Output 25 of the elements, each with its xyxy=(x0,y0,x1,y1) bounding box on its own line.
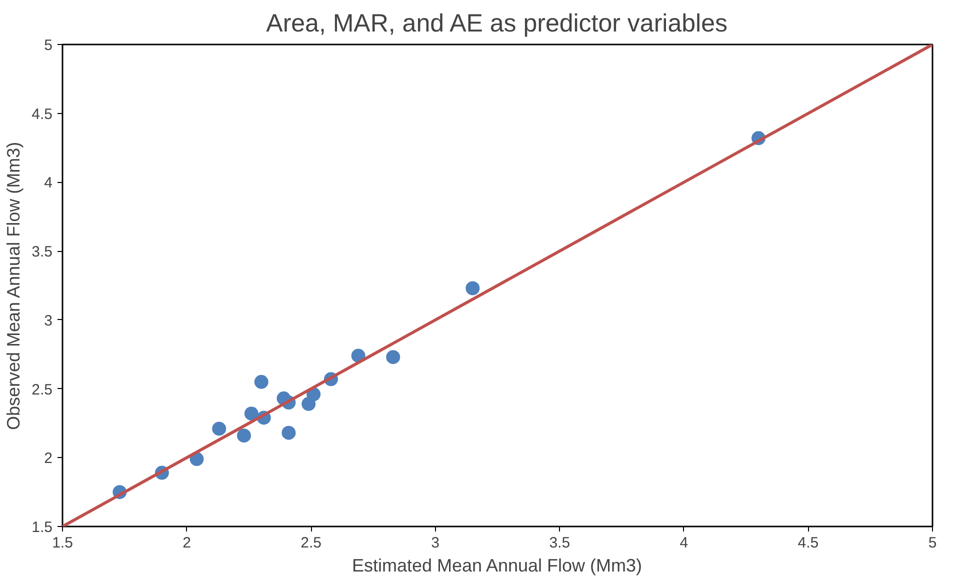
y-axis-title: Observed Mean Annual Flow (Mm3) xyxy=(4,142,24,430)
x-tick-label: 2 xyxy=(182,534,191,552)
y-tick-label: 4 xyxy=(44,174,52,192)
y-tick-label: 2.5 xyxy=(32,381,53,398)
point xyxy=(386,350,400,364)
point xyxy=(212,422,226,436)
x-axis-title: Estimated Mean Annual Flow (Mm3) xyxy=(352,556,642,576)
y-tick-label: 3 xyxy=(44,312,52,330)
point xyxy=(236,428,251,443)
x-tick-label: 4.5 xyxy=(798,534,819,552)
x-tick-label: 5 xyxy=(928,534,937,552)
point xyxy=(244,406,258,421)
chart-title: Area, MAR, and AE as predictor variables xyxy=(266,10,728,38)
x-tick-label: 4 xyxy=(680,534,688,552)
x-tick-label: 2.5 xyxy=(300,534,322,552)
point xyxy=(466,281,480,296)
point xyxy=(282,426,296,440)
y-tick-label: 4.5 xyxy=(32,106,53,123)
x-tick-label: 3 xyxy=(431,534,440,552)
x-tick-label: 3.5 xyxy=(549,534,570,552)
y-tick-label: 5 xyxy=(44,37,52,54)
y-tick-label: 3.5 xyxy=(32,244,53,261)
point xyxy=(254,374,268,389)
y-tick-label: 1.5 xyxy=(32,519,53,536)
y-tick-label: 2 xyxy=(44,450,52,468)
